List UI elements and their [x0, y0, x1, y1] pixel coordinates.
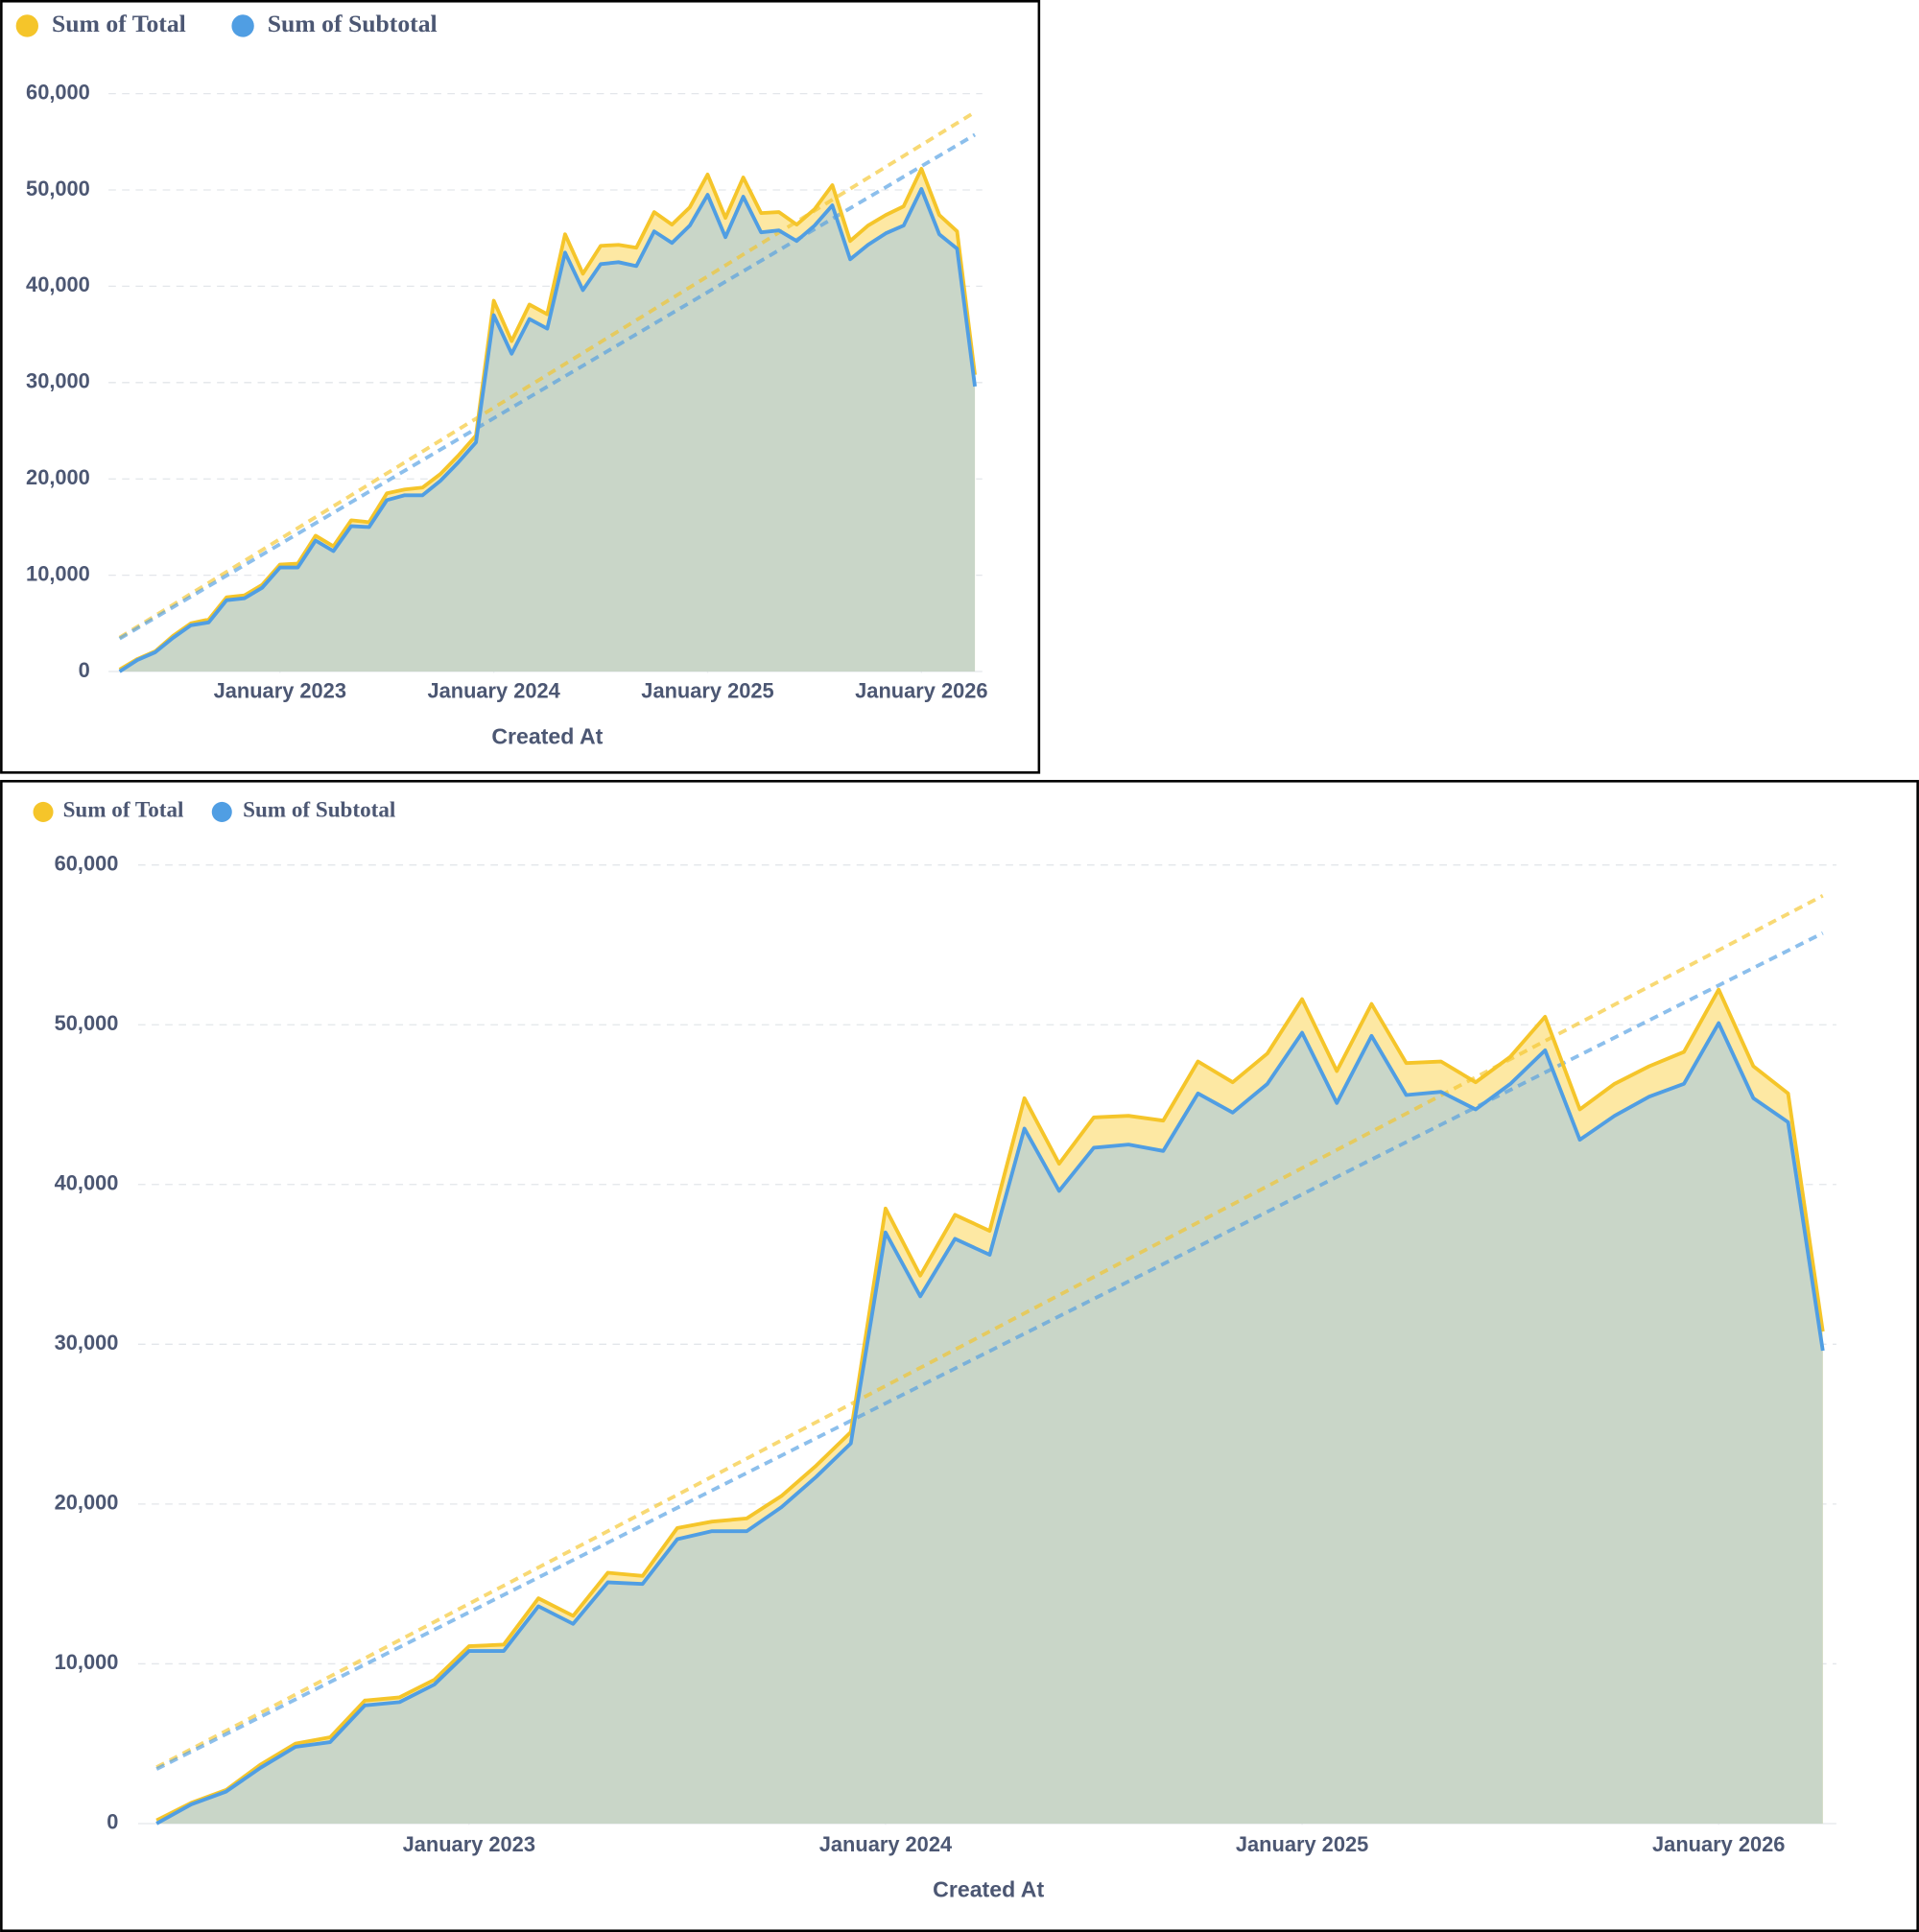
x-tick-label: January 2024: [819, 1832, 953, 1856]
series-line: [155, 987, 1825, 1823]
y-tick-label: 0: [107, 1810, 118, 1834]
y-tick-label: 30,000: [55, 1331, 119, 1355]
legend-swatch: [15, 14, 38, 37]
y-tick-label: 30,000: [26, 369, 90, 393]
legend-label: Sum of Total: [52, 10, 186, 37]
legend-swatch: [231, 14, 254, 37]
y-tick-label: 60,000: [26, 80, 90, 104]
y-tick-label: 60,000: [55, 851, 119, 875]
legend-label: Sum of Subtotal: [268, 10, 438, 37]
y-tick-label: 20,000: [55, 1491, 119, 1515]
series-line: [155, 1021, 1825, 1826]
legend-label: Sum of Total: [63, 797, 184, 822]
legend-swatch: [211, 801, 232, 822]
y-tick-label: 50,000: [26, 177, 90, 200]
legend-label: Sum of Subtotal: [243, 797, 396, 822]
x-tick-label: January 2025: [641, 679, 773, 703]
legend-swatch: [33, 801, 54, 822]
card-border: [0, 0, 1041, 774]
trend-line: [118, 132, 977, 641]
y-tick-label: 0: [79, 658, 90, 682]
x-tick-label: January 2024: [427, 679, 560, 703]
card-border: [0, 780, 1919, 1932]
x-tick-label: January 2023: [214, 679, 346, 703]
y-tick-label: 50,000: [55, 1011, 119, 1035]
x-tick-label: January 2026: [1652, 1832, 1785, 1856]
y-tick-label: 10,000: [26, 561, 90, 585]
trend-line: [155, 931, 1824, 1771]
x-tick-label: January 2025: [1236, 1832, 1368, 1856]
y-tick-label: 20,000: [26, 465, 90, 489]
series-area: [119, 189, 976, 672]
trend-line: [118, 110, 977, 640]
series-area: [156, 1023, 1823, 1824]
x-tick-label: January 2023: [403, 1832, 535, 1856]
y-tick-label: 40,000: [55, 1171, 119, 1195]
x-axis-title: Created At: [491, 723, 603, 748]
y-tick-label: 10,000: [55, 1650, 119, 1674]
trend-line: [155, 893, 1824, 1769]
y-tick-label: 40,000: [26, 272, 90, 296]
series-line: [118, 187, 977, 673]
x-tick-label: January 2026: [855, 679, 987, 703]
series-line: [118, 167, 977, 671]
x-axis-title: Created At: [933, 1877, 1044, 1902]
